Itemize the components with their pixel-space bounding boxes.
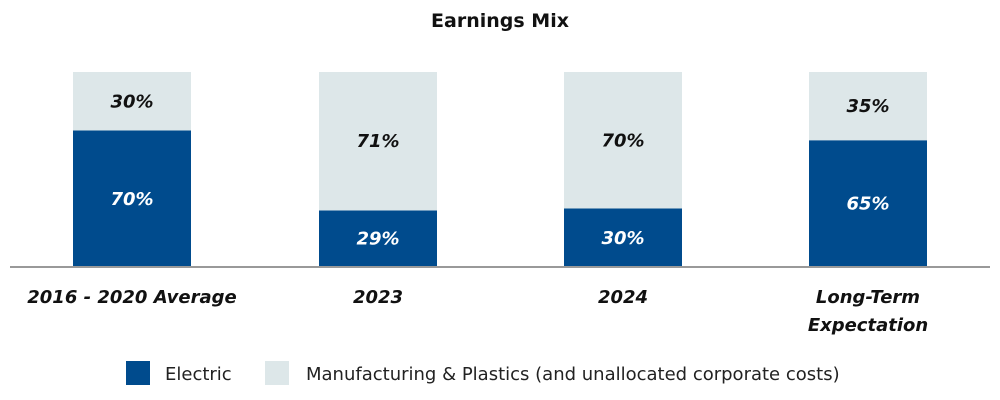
data-label-electric-1: 29% xyxy=(356,229,399,250)
chart-title: Earnings Mix xyxy=(431,10,569,32)
data-label-electric-3: 65% xyxy=(846,194,889,215)
bar-electric-2 xyxy=(564,208,682,267)
legend: Electric Manufacturing & Plastics (and un… xyxy=(126,361,840,385)
bar-electric-0 xyxy=(73,130,191,267)
data-label-electric-2: 30% xyxy=(601,228,644,249)
data-label-electric-0: 70% xyxy=(110,189,153,210)
bar-manufacturing-1 xyxy=(319,72,437,211)
bar-manufacturing-0 xyxy=(73,72,191,131)
data-label-manufacturing-0: 30% xyxy=(110,91,153,112)
legend-swatch-manufacturing xyxy=(265,361,289,385)
category-labels: 2016 - 2020 Average 2023 2024 Long-Term Expe… xyxy=(27,287,928,336)
category-label-3-line-0: Long-Term xyxy=(816,287,920,308)
legend-label-manufacturing: Manufacturing & Plastics (and unallocate… xyxy=(306,364,840,385)
data-label-manufacturing-1: 71% xyxy=(356,131,399,152)
bar-electric-3 xyxy=(809,140,927,267)
data-label-manufacturing-2: 70% xyxy=(601,130,644,151)
data-label-manufacturing-3: 35% xyxy=(846,96,889,117)
legend-swatch-electric xyxy=(126,361,150,385)
bar-electric-1 xyxy=(319,210,437,267)
bar-manufacturing-2 xyxy=(564,72,682,209)
category-label-3-line-1: Expectation xyxy=(808,315,928,336)
bar-manufacturing-3 xyxy=(809,72,927,141)
legend-label-electric: Electric xyxy=(165,364,232,385)
bars-group: 70% 30% 29% 71% 30% 70% 65% 35% xyxy=(73,72,927,267)
category-label-1: 2023 xyxy=(353,287,403,308)
category-label-2: 2024 xyxy=(598,287,648,308)
category-label-0: 2016 - 2020 Average xyxy=(27,287,236,308)
